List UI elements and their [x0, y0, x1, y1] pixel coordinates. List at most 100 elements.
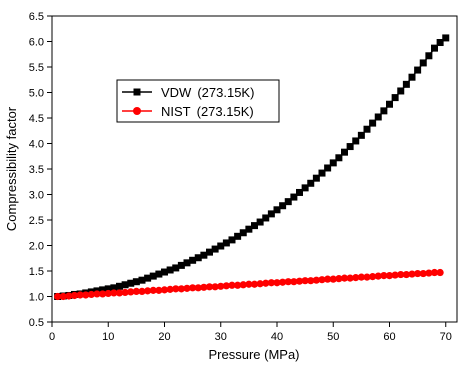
- data-point-vdw: [121, 281, 129, 289]
- data-point-vdw: [138, 276, 146, 284]
- data-point-nist: [430, 268, 439, 277]
- data-point-nist: [397, 270, 405, 279]
- data-point-nist: [234, 281, 242, 289]
- data-point-vdw: [161, 268, 168, 276]
- y-tick-label: 4.5: [29, 113, 44, 125]
- x-tick-label: 70: [440, 331, 452, 343]
- data-point-vdw: [346, 143, 354, 151]
- data-point-vdw: [374, 113, 382, 121]
- data-point-nist: [273, 279, 281, 287]
- data-point-vdw: [144, 274, 152, 282]
- data-point-nist: [65, 292, 73, 300]
- data-point-vdw: [104, 285, 112, 293]
- data-point-nist: [172, 285, 180, 293]
- y-tick-label: 2.5: [29, 215, 44, 227]
- x-tick-label: 40: [271, 331, 283, 343]
- data-point-nist: [312, 276, 320, 284]
- data-point-vdw: [194, 254, 202, 262]
- data-point-vdw: [369, 119, 377, 127]
- data-point-nist: [222, 282, 230, 290]
- data-point-nist: [391, 271, 399, 279]
- x-tick-label: 60: [383, 331, 395, 343]
- data-point-vdw: [386, 100, 393, 108]
- data-point-nist: [436, 268, 444, 277]
- data-point-vdw: [217, 242, 225, 250]
- data-point-nist: [93, 290, 101, 298]
- data-point-nist: [239, 281, 247, 289]
- y-tick-label: 6.0: [29, 37, 44, 49]
- data-point-vdw: [273, 206, 281, 214]
- data-point-vdw: [391, 94, 399, 102]
- data-point-vdw: [132, 278, 140, 286]
- data-point-vdw: [335, 154, 343, 162]
- data-point-nist: [200, 283, 208, 291]
- data-point-vdw: [116, 282, 123, 290]
- data-point-nist: [155, 286, 163, 294]
- data-point-nist: [352, 274, 360, 282]
- data-point-nist: [385, 271, 394, 280]
- data-point-nist: [149, 286, 157, 294]
- data-point-nist: [425, 269, 433, 277]
- data-point-vdw: [419, 59, 427, 67]
- data-point-nist: [144, 287, 152, 295]
- data-point-nist: [363, 273, 371, 281]
- data-point-nist: [138, 287, 146, 295]
- x-tick-label: 10: [102, 331, 114, 343]
- data-point-nist: [177, 285, 185, 293]
- data-point-nist: [183, 284, 191, 292]
- data-point-nist: [262, 279, 270, 287]
- series-nist: [54, 268, 444, 301]
- data-point-nist: [414, 269, 422, 278]
- y-tick-label: 3.5: [29, 164, 44, 176]
- data-point-nist: [324, 275, 332, 283]
- data-point-vdw: [239, 229, 247, 237]
- data-point-vdw: [262, 214, 270, 222]
- data-point-vdw: [318, 169, 326, 177]
- legend-label-vdw: VDW (273.15K): [161, 85, 254, 100]
- data-point-vdw: [206, 248, 213, 256]
- data-point-nist: [279, 278, 287, 286]
- data-point-nist: [166, 285, 174, 293]
- data-point-vdw: [290, 193, 298, 201]
- data-point-vdw: [397, 87, 405, 95]
- data-point-vdw: [183, 259, 191, 267]
- data-point-vdw: [99, 286, 107, 294]
- data-point-nist: [160, 286, 169, 294]
- data-point-nist: [59, 292, 67, 301]
- data-point-nist: [127, 288, 135, 296]
- data-point-vdw: [172, 264, 180, 272]
- data-point-vdw: [149, 272, 157, 280]
- data-point-nist: [374, 272, 382, 280]
- data-point-vdw: [402, 80, 410, 88]
- data-point-nist: [245, 280, 253, 288]
- data-point-nist: [115, 289, 124, 297]
- data-point-vdw: [363, 125, 371, 133]
- data-point-vdw: [177, 261, 185, 269]
- data-point-vdw: [442, 34, 450, 42]
- data-point-nist: [284, 278, 292, 286]
- data-point-vdw: [127, 279, 135, 287]
- data-point-vdw: [211, 245, 219, 253]
- data-point-nist: [329, 275, 337, 283]
- series-vdw: [54, 34, 450, 300]
- data-point-vdw: [312, 174, 320, 182]
- x-tick-label: 30: [215, 331, 227, 343]
- data-point-vdw: [414, 66, 422, 74]
- data-point-vdw: [436, 39, 444, 47]
- y-tick-label: 5.0: [29, 88, 44, 100]
- data-point-nist: [99, 290, 107, 298]
- y-tick-label: 5.5: [29, 62, 44, 74]
- data-point-nist: [318, 276, 326, 284]
- data-point-vdw: [431, 44, 438, 52]
- data-point-nist: [290, 278, 298, 286]
- ticks-layer: 0 10 20 30 40 50 60 70 0.5 1.0 1.5 2.0 2.5 3.0 3.5 4.0 4…: [29, 11, 452, 343]
- legend-label-nist: NIST (273.15K): [161, 104, 254, 119]
- data-point-vdw: [189, 256, 197, 264]
- x-tick-label: 20: [158, 331, 170, 343]
- series-layer: [54, 34, 450, 301]
- data-point-nist: [189, 284, 197, 292]
- data-point-vdw: [425, 52, 433, 60]
- data-point-vdw: [341, 148, 348, 156]
- data-point-vdw: [245, 225, 253, 233]
